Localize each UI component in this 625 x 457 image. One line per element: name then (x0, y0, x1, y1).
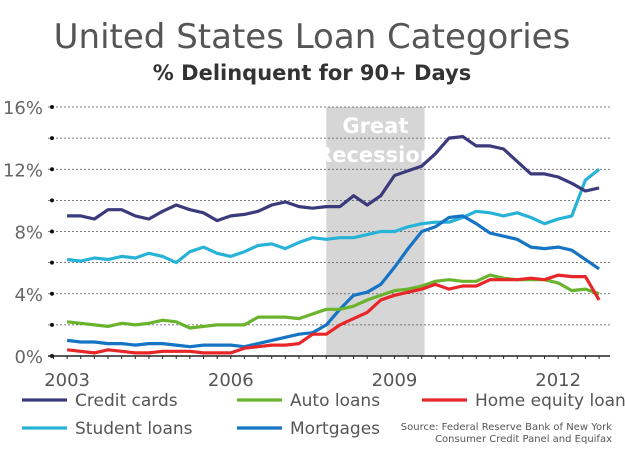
source-line-1: Source: Federal Reserve Bank of New York (401, 422, 612, 433)
y-tick-dot (50, 260, 54, 265)
y-tick-dot (50, 167, 54, 172)
chart-subtitle: % Delinquent for 90+ Days (153, 61, 471, 85)
y-tick-label: 8% (14, 223, 43, 244)
recession-label-line2: Recession (316, 143, 435, 167)
legend-label: Credit cards (75, 391, 178, 411)
source-line-2: Consumer Credit Panel and Equifax (435, 434, 612, 445)
series-line-student-loans (66, 168, 601, 265)
x-tick-label: 2006 (208, 370, 254, 391)
legend-label: Mortgages (290, 419, 380, 439)
y-tick-dot (50, 105, 54, 109)
legend-label: Auto loans (290, 391, 380, 411)
y-tick-label: 12% (3, 160, 43, 181)
legend-label: Student loans (75, 419, 193, 439)
series-line-credit-cards (67, 135, 600, 223)
y-tick-dot (50, 198, 54, 203)
chart-title: United States Loan Categories (54, 17, 571, 57)
legend-label: Home equity loans (475, 391, 625, 411)
series-line-mortgages (66, 214, 601, 349)
x-tick-label: 2003 (44, 370, 90, 391)
series-line-home-equity-loans (66, 273, 601, 355)
y-tick-label: 4% (14, 285, 43, 306)
y-tick-label: 16% (3, 98, 43, 119)
x-tick-label: 2009 (372, 370, 418, 391)
y-tick-dot (50, 229, 54, 234)
x-tick-label: 2012 (535, 370, 581, 391)
y-tick-dot (50, 136, 54, 141)
recession-label-line1: Great (342, 114, 408, 138)
y-tick-dot (50, 291, 54, 296)
y-tick-label: 0% (14, 347, 43, 368)
y-tick-dot (50, 322, 54, 327)
